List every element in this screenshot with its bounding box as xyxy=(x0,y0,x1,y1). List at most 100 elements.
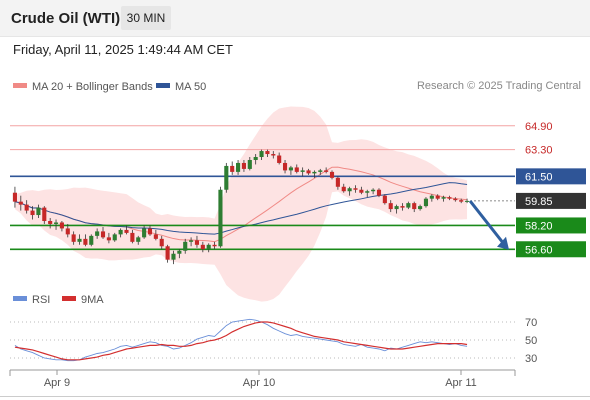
candle-body xyxy=(230,165,235,172)
timestamp: Friday, April 11, 2025 1:49:44 AM CET xyxy=(13,42,233,57)
level-label: 61.50 xyxy=(525,171,553,183)
candle-body xyxy=(177,250,182,254)
legend-label: MA 50 xyxy=(175,81,206,93)
candle-body xyxy=(53,222,59,224)
projection-arrow-head xyxy=(497,236,509,250)
candle-body xyxy=(253,157,258,160)
rsi-legend-label: 9MA xyxy=(81,294,104,306)
support-level-tag xyxy=(516,241,586,258)
candle-body xyxy=(100,231,106,238)
rsi-legend-label: RSI xyxy=(32,294,50,306)
candle-body xyxy=(136,237,141,242)
rsi-legend-swatch xyxy=(13,296,27,301)
candle-body xyxy=(335,177,340,187)
level-label: 64.90 xyxy=(525,121,553,133)
rsi-legend-swatch xyxy=(62,296,76,301)
support-level-tag xyxy=(516,217,586,234)
candle-body xyxy=(288,167,293,171)
candle-body xyxy=(218,189,223,247)
candle-body xyxy=(324,170,329,172)
candle-body xyxy=(400,206,405,208)
ma50-line xyxy=(14,182,468,235)
instrument-title: Crude Oil (WTI) xyxy=(11,10,121,27)
candle-body xyxy=(200,244,205,250)
rsi-series-9ma xyxy=(14,321,468,361)
candle-body xyxy=(312,171,317,174)
x-tick-label: Apr 10 xyxy=(243,377,275,389)
candle-body xyxy=(106,237,111,241)
candle-body xyxy=(118,229,123,235)
candle-body xyxy=(265,151,270,155)
candle-body xyxy=(318,170,323,172)
candle-body xyxy=(153,234,158,239)
candle-body xyxy=(453,198,458,201)
candle-body xyxy=(365,191,370,193)
candle-body xyxy=(206,244,211,250)
candle-body xyxy=(48,220,53,224)
candle-body xyxy=(277,155,282,163)
rsi-tick-label: 50 xyxy=(525,335,537,347)
candle-body xyxy=(171,253,176,260)
candle-body xyxy=(89,235,94,245)
candle-body xyxy=(224,165,229,190)
candle-body xyxy=(36,207,41,216)
level-label: 63.30 xyxy=(525,145,553,157)
candle-body xyxy=(371,189,376,192)
candle-body xyxy=(112,234,117,241)
candle-body xyxy=(376,189,382,196)
level-label: 56.60 xyxy=(525,244,553,256)
candle-body xyxy=(236,162,241,172)
candle-body xyxy=(95,231,100,236)
projection-arrow-shaft xyxy=(468,199,505,244)
candle-body xyxy=(388,203,393,210)
legend-swatch xyxy=(156,83,170,88)
candle-body xyxy=(329,171,335,178)
candle-body xyxy=(341,186,346,192)
candle-body xyxy=(147,228,153,235)
chart-header: Crude Oil (WTI) 30 MIN xyxy=(0,0,590,37)
candle-body xyxy=(65,228,70,235)
candle-body xyxy=(300,170,305,172)
candle-body xyxy=(159,238,164,247)
candle-body xyxy=(12,192,17,202)
last-price-tag xyxy=(516,192,586,209)
bollinger-band xyxy=(14,106,468,302)
bottom-border xyxy=(0,396,590,397)
candle-body xyxy=(77,238,82,242)
rsi-tick-label: 70 xyxy=(525,317,537,329)
candle-body xyxy=(465,200,470,202)
candle-body xyxy=(447,197,452,199)
candle-body xyxy=(30,210,35,216)
candle-body xyxy=(165,246,170,260)
candle-body xyxy=(259,151,264,158)
candle-body xyxy=(194,240,200,245)
level-label: 59.85 xyxy=(525,196,553,208)
candle-body xyxy=(183,241,188,251)
candle-body xyxy=(282,162,288,171)
candle-body xyxy=(271,154,276,156)
pivot-level-tag xyxy=(516,168,586,185)
timeframe-badge[interactable]: 30 MIN xyxy=(121,6,171,30)
candle-body xyxy=(353,188,358,190)
candle-body xyxy=(212,244,217,247)
candle-body xyxy=(189,240,194,242)
rsi-series-rsi xyxy=(14,318,468,362)
candle-body xyxy=(247,159,252,169)
level-label: 58.20 xyxy=(525,220,553,232)
candle-body xyxy=(24,204,29,211)
rsi-tick-label: 30 xyxy=(525,353,537,365)
candle-body xyxy=(241,162,246,169)
candle-body xyxy=(459,200,464,202)
research-credit: Research © 2025 Trading Central xyxy=(416,80,581,92)
candle-body xyxy=(18,201,23,205)
legend-label: MA 20 + Bollinger Bands xyxy=(32,81,153,93)
candle-body xyxy=(359,189,364,193)
candle-body xyxy=(429,195,434,199)
candle-body xyxy=(382,195,387,204)
x-tick-label: Apr 9 xyxy=(44,377,70,389)
candle-body xyxy=(59,222,64,229)
candle-body xyxy=(418,206,423,210)
candle-body xyxy=(130,232,135,242)
x-tick-label: Apr 11 xyxy=(445,377,477,389)
